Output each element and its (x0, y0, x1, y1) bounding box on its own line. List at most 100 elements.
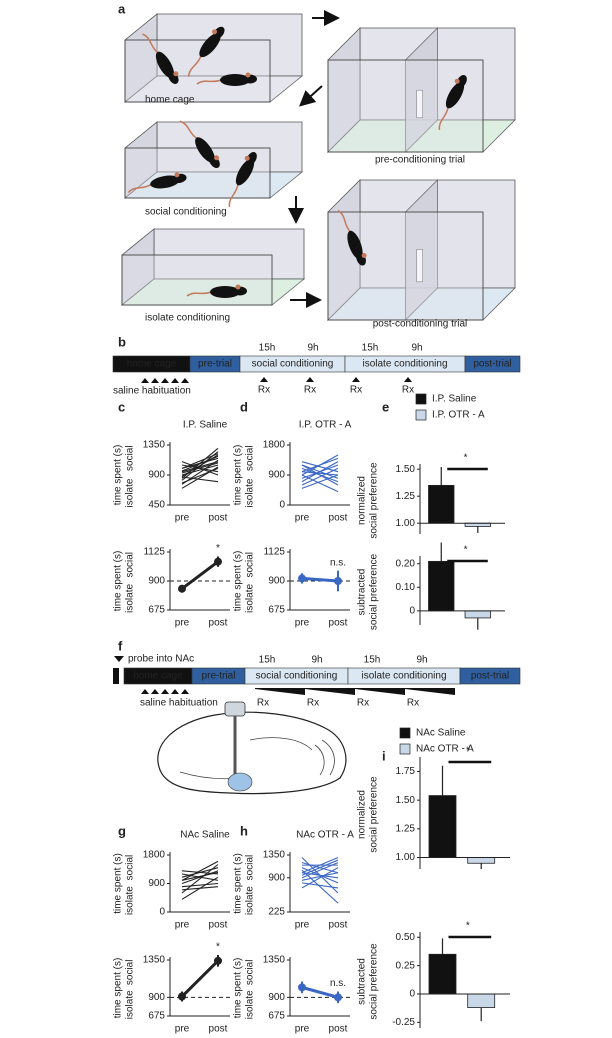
bar (467, 857, 496, 864)
arrow (299, 85, 323, 107)
y-axis-label: time spent (s) (113, 551, 124, 612)
annotation: * (464, 545, 468, 556)
y-tick-label: 0 (159, 907, 165, 918)
y-axis-label: isolate (245, 584, 256, 613)
legend-swatch (415, 393, 427, 405)
mean-point (298, 983, 306, 992)
y-tick-label: 900 (148, 576, 165, 587)
mouse (196, 72, 257, 86)
drug-label: Rx (407, 698, 419, 709)
y-tick-label: 0.20 (396, 558, 416, 569)
dose-ramp (405, 688, 455, 695)
habituation-label: saline habituation (140, 698, 218, 709)
y-axis-label: isolate (245, 886, 256, 915)
y-tick-label: 1800 (143, 850, 166, 861)
y-axis-label: time spent (s) (233, 445, 244, 506)
mouse-ear (454, 78, 460, 84)
subject-line (181, 871, 219, 881)
subject-line (301, 461, 339, 473)
dose-marker (306, 377, 314, 382)
bar (464, 610, 491, 619)
subject-line (181, 860, 219, 881)
mouse-body (220, 74, 250, 86)
drug-label: Rx (304, 385, 316, 396)
habituation-marker (171, 689, 179, 694)
timeline-label: isolate conditioning (361, 671, 446, 682)
mean-point (334, 577, 342, 585)
cage-front (121, 254, 273, 306)
y-tick-label: 900 (268, 576, 285, 587)
cage (327, 27, 516, 153)
mouse-tail (127, 183, 152, 194)
subject-line (181, 882, 219, 888)
y-axis-label: isolate (125, 990, 136, 1019)
y-axis-label: isolate (125, 478, 136, 507)
mouse-body (199, 32, 221, 58)
mouse-ear (214, 155, 220, 161)
y-axis-label: time spent (s) (233, 958, 244, 1019)
y-axis-label: social preference (369, 462, 380, 539)
y-axis-label: social (245, 855, 256, 881)
habituation-marker (181, 689, 189, 694)
y-axis-label: social (125, 552, 136, 578)
dose-marker (352, 377, 360, 382)
y-tick-label: 675 (268, 605, 285, 616)
cage-door (416, 89, 424, 119)
dose-ramp (305, 688, 355, 695)
mouse-ear (245, 72, 251, 78)
mouse-head (456, 75, 467, 88)
y-axis-label: social (125, 445, 136, 471)
x-tick-label: pre (175, 920, 190, 931)
drug-label: Rx (357, 698, 369, 709)
cage-front (124, 39, 271, 103)
bar (428, 560, 455, 612)
y-axis-label: time spent (s) (233, 551, 244, 612)
mean-line (301, 985, 339, 999)
timeline-label: social conditioning (252, 359, 334, 370)
annotation: * (466, 746, 470, 757)
subject-line (181, 476, 219, 483)
panel-letter: d (240, 399, 248, 414)
habituation-marker (181, 378, 189, 383)
y-axis-label: social (125, 960, 136, 986)
y-axis-label: isolate (245, 478, 256, 507)
time-label: 9h (311, 655, 322, 666)
subject-line (301, 471, 339, 476)
annotation: n.s. (330, 978, 346, 989)
x-tick-label: pre (175, 1024, 190, 1035)
x-tick-label: post (209, 618, 228, 629)
subject-line (301, 869, 339, 904)
y-tick-label: 450 (148, 500, 165, 511)
legend-label: NAc OTR - A (416, 744, 474, 755)
panel-letter: c (118, 399, 125, 414)
annotation: * (216, 942, 220, 953)
chart-title: NAc OTR - A (296, 830, 354, 841)
mouse-tail (196, 79, 222, 85)
mouse-tail (438, 106, 449, 130)
mouse-ear (173, 71, 179, 77)
annotation: * (466, 921, 470, 932)
cage-label: social conditioning (145, 207, 227, 218)
subject-line (301, 474, 339, 489)
panel-letter: f (118, 638, 123, 653)
y-tick-label: 675 (148, 1011, 165, 1022)
subject-line (181, 455, 219, 472)
mouse-tail (142, 33, 159, 54)
timeline-segment (459, 667, 521, 685)
timeline-label: home cage (133, 671, 183, 682)
mouse (186, 284, 247, 298)
panel-letter: a (118, 1, 126, 16)
x-tick-label: pre (295, 618, 310, 629)
chart-title: I.P. OTR - A (299, 420, 352, 431)
subject-line (301, 859, 339, 876)
mouse-head (213, 26, 225, 39)
drug-label: Rx (257, 698, 269, 709)
mouse-ear (212, 29, 218, 35)
dose-marker (404, 377, 412, 382)
panel-letter: i (382, 748, 386, 763)
y-tick-label: 0.50 (396, 932, 416, 943)
y-axis-label: social (245, 552, 256, 578)
habituation-marker (141, 689, 149, 694)
cage-label: home cage (145, 95, 195, 106)
mouse-tail (337, 210, 351, 233)
